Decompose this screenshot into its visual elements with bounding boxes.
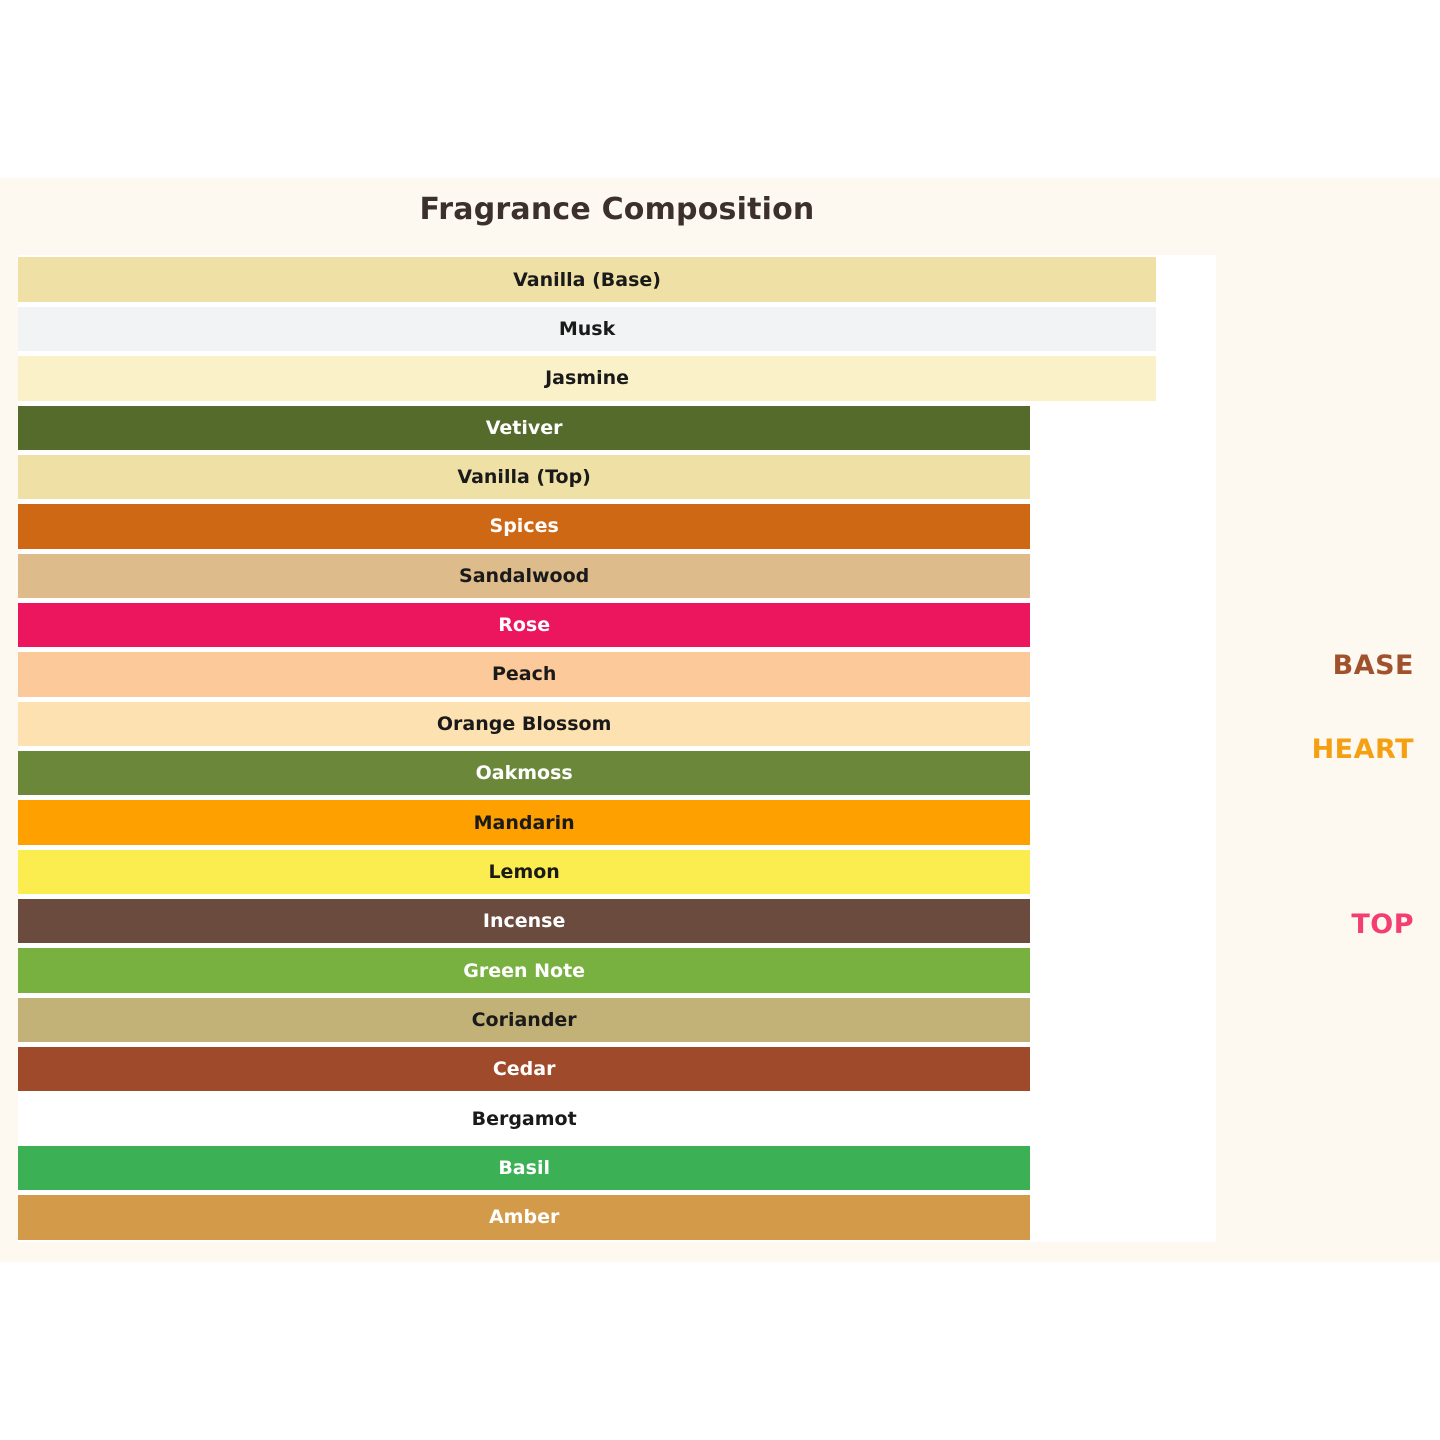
bar-row[interactable]: Bergamot [18,1096,1216,1140]
bar-rect[interactable] [18,553,1031,598]
bar-rect[interactable] [18,948,1031,993]
legend-item-top[interactable]: TOP [1351,908,1414,940]
bar-rect[interactable] [18,849,1031,895]
figure-canvas: Fragrance Composition Vanilla (Base) Musk… [0,178,1440,1262]
bar-row[interactable]: Green Note [18,948,1216,993]
bar-rect[interactable] [18,257,1157,302]
bar-row[interactable]: Incense [18,899,1216,944]
bar-row[interactable]: Lemon [18,849,1216,895]
bar-rect[interactable] [18,356,1157,401]
bar-row[interactable]: Cedar [18,1047,1216,1092]
bar-rect[interactable] [18,750,1031,796]
bar-rect[interactable] [18,454,1031,500]
bar-rect[interactable] [18,701,1031,747]
bar-rect[interactable] [18,405,1031,450]
bar-row[interactable]: Mandarin [18,800,1216,845]
bar-rect[interactable] [18,306,1157,352]
plot-area: Vanilla (Base) Musk Jasmine Vetiver Vanilla … [18,255,1216,1242]
bar-row[interactable]: Basil [18,1145,1216,1191]
bar-rect[interactable] [18,1145,1031,1191]
bar-rect[interactable] [18,1096,1030,1140]
bar-series: Vanilla (Base) Musk Jasmine Vetiver Vanilla … [18,255,1216,1242]
bar-rect[interactable] [18,899,1031,944]
bar-rect[interactable] [18,1047,1031,1092]
bar-row[interactable]: Coriander [18,997,1216,1043]
bar-row[interactable]: Orange Blossom [18,701,1216,747]
bar-rect[interactable] [18,602,1031,648]
bar-row[interactable]: Musk [18,306,1216,352]
bar-rect[interactable] [18,800,1031,845]
bar-row[interactable]: Vanilla (Base) [18,257,1216,302]
chart-title: Fragrance Composition [419,192,815,227]
bar-rect[interactable] [18,1195,1031,1240]
bar-rect[interactable] [18,504,1031,549]
legend-item-heart[interactable]: HEART [1311,734,1414,766]
bar-row[interactable]: Vetiver [18,405,1216,450]
bar-row[interactable]: Vanilla (Top) [18,454,1216,500]
bar-rect[interactable] [18,652,1031,697]
legend-item-base[interactable]: BASE [1332,649,1414,681]
bar-row[interactable]: Jasmine [18,356,1216,401]
bar-row[interactable]: Rose [18,602,1216,648]
bar-row[interactable]: Sandalwood [18,553,1216,598]
bar-rect[interactable] [18,997,1031,1043]
bar-row[interactable]: Amber [18,1195,1216,1240]
bar-row[interactable]: Peach [18,652,1216,697]
bar-row[interactable]: Oakmoss [18,750,1216,796]
bar-row[interactable]: Spices [18,504,1216,549]
